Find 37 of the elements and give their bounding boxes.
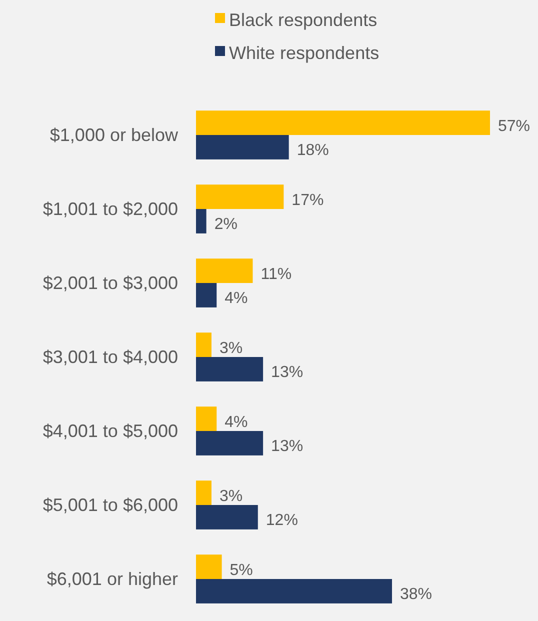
bar [196,258,253,283]
bar [196,505,258,530]
data-label: 18% [296,142,329,160]
data-label: 13% [271,364,304,382]
data-label: 13% [271,438,304,456]
y-tick-label: $6,001 or higher [46,569,178,589]
bar [196,135,289,160]
data-label: 17% [292,192,324,209]
y-tick-label: $1,001 to $2,000 [42,199,178,219]
y-tick-label: $1,000 or below [50,125,179,145]
bar [196,357,264,382]
bar [196,406,217,431]
legend-label: Black respondents [229,10,378,30]
data-label: 11% [260,266,292,283]
data-label: 3% [219,488,243,505]
bar [196,579,392,604]
data-label: 12% [266,512,298,530]
data-label: 38% [400,586,432,604]
data-label: 3% [219,340,243,357]
data-label: 57% [498,118,530,135]
bar [196,332,212,357]
data-label: 4% [224,414,248,431]
bar [196,480,212,505]
y-tick-label: $5,001 to $6,000 [42,495,178,515]
bar [196,431,264,456]
bar [196,184,284,209]
y-tick-label: $3,001 to $4,000 [42,347,178,367]
data-label: 4% [224,290,248,308]
bar [196,554,222,579]
data-label: 5% [230,562,253,579]
data-label: 2% [214,216,238,234]
legend-label: White respondents [229,43,380,63]
y-tick-label: $2,001 to $3,000 [42,273,178,293]
y-tick-label: $4,001 to $5,000 [42,421,178,441]
bar [196,209,206,234]
bar [196,110,490,135]
bar [196,283,217,308]
